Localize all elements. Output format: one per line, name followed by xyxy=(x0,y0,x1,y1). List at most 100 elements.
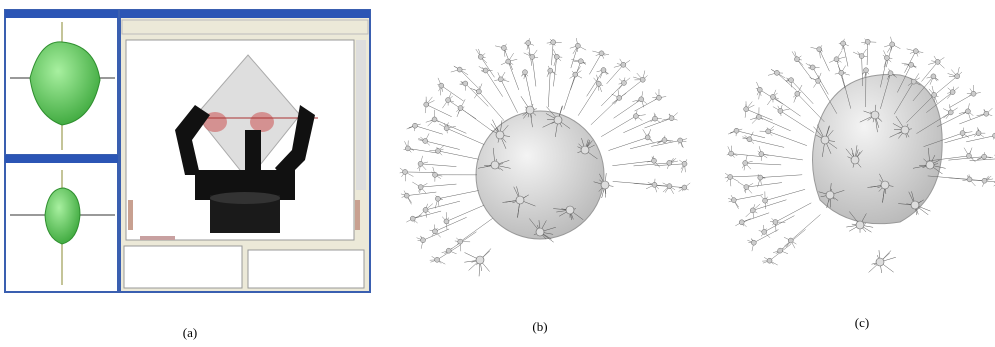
dendrite xyxy=(681,184,688,191)
dendrite xyxy=(589,53,602,75)
dendrite xyxy=(819,49,830,72)
dendrite xyxy=(420,183,457,188)
dendrite xyxy=(815,78,821,84)
dendrite xyxy=(457,238,463,245)
dendrite xyxy=(954,73,960,80)
dendrite xyxy=(438,82,445,89)
dendrite xyxy=(768,131,807,146)
dendrite xyxy=(577,83,599,116)
dendrite xyxy=(733,194,763,201)
dendrite xyxy=(570,45,579,69)
dendrite xyxy=(601,115,636,137)
dendrite xyxy=(423,101,430,108)
dendrite xyxy=(551,42,554,66)
dendrite xyxy=(403,192,410,199)
dendrite xyxy=(764,215,795,233)
dendrite xyxy=(790,214,821,241)
dendrite xyxy=(425,140,460,150)
dendrite xyxy=(762,197,768,204)
dendrite xyxy=(948,156,985,161)
dendrite xyxy=(776,72,797,91)
dendrite xyxy=(864,39,871,45)
dendrite xyxy=(758,116,791,132)
dendrite xyxy=(840,40,846,47)
dendrite xyxy=(666,183,673,189)
dendrite xyxy=(434,119,467,134)
dendrite xyxy=(456,66,463,73)
dendrite xyxy=(406,191,437,196)
dendrite xyxy=(498,76,504,83)
dendrite xyxy=(910,200,920,210)
dendrite xyxy=(681,161,688,167)
dendrite xyxy=(730,175,761,178)
dendrite xyxy=(644,134,651,141)
dendrite xyxy=(838,70,845,76)
dendrite xyxy=(817,80,838,114)
dendrite xyxy=(913,48,919,54)
dendrite xyxy=(417,184,424,190)
dendrite xyxy=(863,67,869,74)
dendrite xyxy=(949,89,956,95)
dendrite xyxy=(959,113,987,125)
dendrite xyxy=(515,195,525,205)
dendrite xyxy=(666,160,673,166)
dendrite xyxy=(422,138,428,144)
dendrite xyxy=(422,207,429,213)
neuron-render-c xyxy=(724,36,995,274)
dendrite xyxy=(435,148,441,154)
dendrite xyxy=(550,39,556,45)
dendrite xyxy=(736,130,766,139)
dendrite xyxy=(880,73,891,109)
dendrite xyxy=(969,158,995,161)
dendrite xyxy=(677,137,683,144)
dendrite xyxy=(884,55,890,61)
dendrite xyxy=(887,70,894,76)
dendrite xyxy=(412,122,418,129)
dendrite xyxy=(741,212,770,223)
dendrite xyxy=(508,61,520,91)
panel-label: (b) xyxy=(532,319,547,334)
dendrite xyxy=(742,160,748,166)
dendrite xyxy=(524,72,533,109)
dendrite xyxy=(606,64,624,85)
dendrite xyxy=(944,132,979,144)
screenshot xyxy=(4,9,371,293)
dendrite xyxy=(409,215,416,222)
dendrite xyxy=(475,255,485,265)
dendrite xyxy=(437,190,479,199)
dendrite xyxy=(405,145,411,152)
dendrite xyxy=(578,58,584,64)
dendrite xyxy=(426,104,452,117)
dendrite xyxy=(634,97,660,112)
dendrite xyxy=(981,153,987,160)
dendrite xyxy=(443,125,450,131)
dendrite xyxy=(529,54,536,60)
dendrite xyxy=(765,128,771,135)
dendrite xyxy=(731,153,761,157)
dendrite xyxy=(600,67,607,73)
dendrite xyxy=(749,139,785,148)
panel-label: (c) xyxy=(855,315,869,330)
dendrite xyxy=(858,53,865,59)
dendrite xyxy=(885,44,893,68)
dendrite xyxy=(462,80,469,87)
dendrite xyxy=(417,161,424,167)
dendrite xyxy=(525,40,531,46)
dendrite xyxy=(927,155,969,162)
dendrite xyxy=(733,127,740,134)
dendrite xyxy=(553,115,563,125)
dendrite xyxy=(532,56,537,87)
dendrite xyxy=(751,239,757,246)
dendrite xyxy=(757,174,764,181)
dendrite xyxy=(621,79,643,97)
dendrite xyxy=(501,45,507,51)
dendrite xyxy=(565,205,575,215)
dendrite xyxy=(435,195,441,202)
dendrite xyxy=(894,81,914,115)
dendrite xyxy=(926,91,953,113)
dendrite xyxy=(612,160,655,166)
dendrite xyxy=(936,111,968,127)
dendrite xyxy=(459,69,479,88)
dendrite xyxy=(445,97,451,103)
